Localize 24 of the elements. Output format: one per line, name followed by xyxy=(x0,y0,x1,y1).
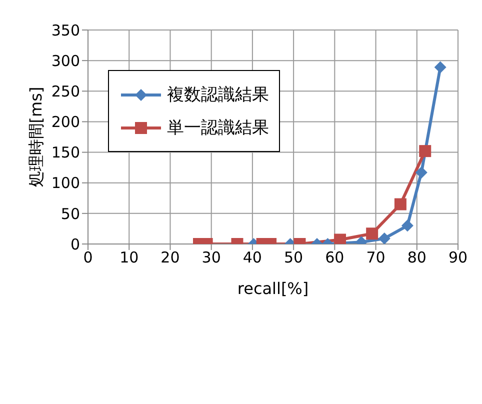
legend-label: 単一認識結果 xyxy=(167,117,269,139)
y-tick-label: 350 xyxy=(51,21,80,40)
x-tick-label: 90 xyxy=(448,248,468,267)
x-axis-title: recall[%] xyxy=(237,279,309,298)
legend-label: 複数認識結果 xyxy=(167,84,269,106)
x-tick-label: 10 xyxy=(120,248,139,267)
x-tick-label: 50 xyxy=(284,248,304,267)
x-tick-label: 0 xyxy=(83,248,93,267)
x-tick-label: 30 xyxy=(202,248,221,267)
x-tick-label: 40 xyxy=(242,248,262,267)
y-tick-label: 300 xyxy=(51,52,80,70)
point xyxy=(419,145,432,158)
y-tick-label: 250 xyxy=(51,82,80,100)
y-tick-label: 50 xyxy=(60,204,80,223)
x-tick-label: 80 xyxy=(407,248,426,267)
x-tick-label: 20 xyxy=(160,248,180,267)
y-tick-label: 150 xyxy=(51,144,80,162)
y-tick-label: 200 xyxy=(51,113,80,132)
point xyxy=(415,166,428,178)
y-tick-label: 100 xyxy=(51,174,80,192)
y-tick-label: 0 xyxy=(70,235,80,254)
x-tick-label: 60 xyxy=(325,248,344,267)
x-tick-label: 70 xyxy=(366,248,386,267)
y-axis-title: 処理時間[ms] xyxy=(26,86,46,188)
